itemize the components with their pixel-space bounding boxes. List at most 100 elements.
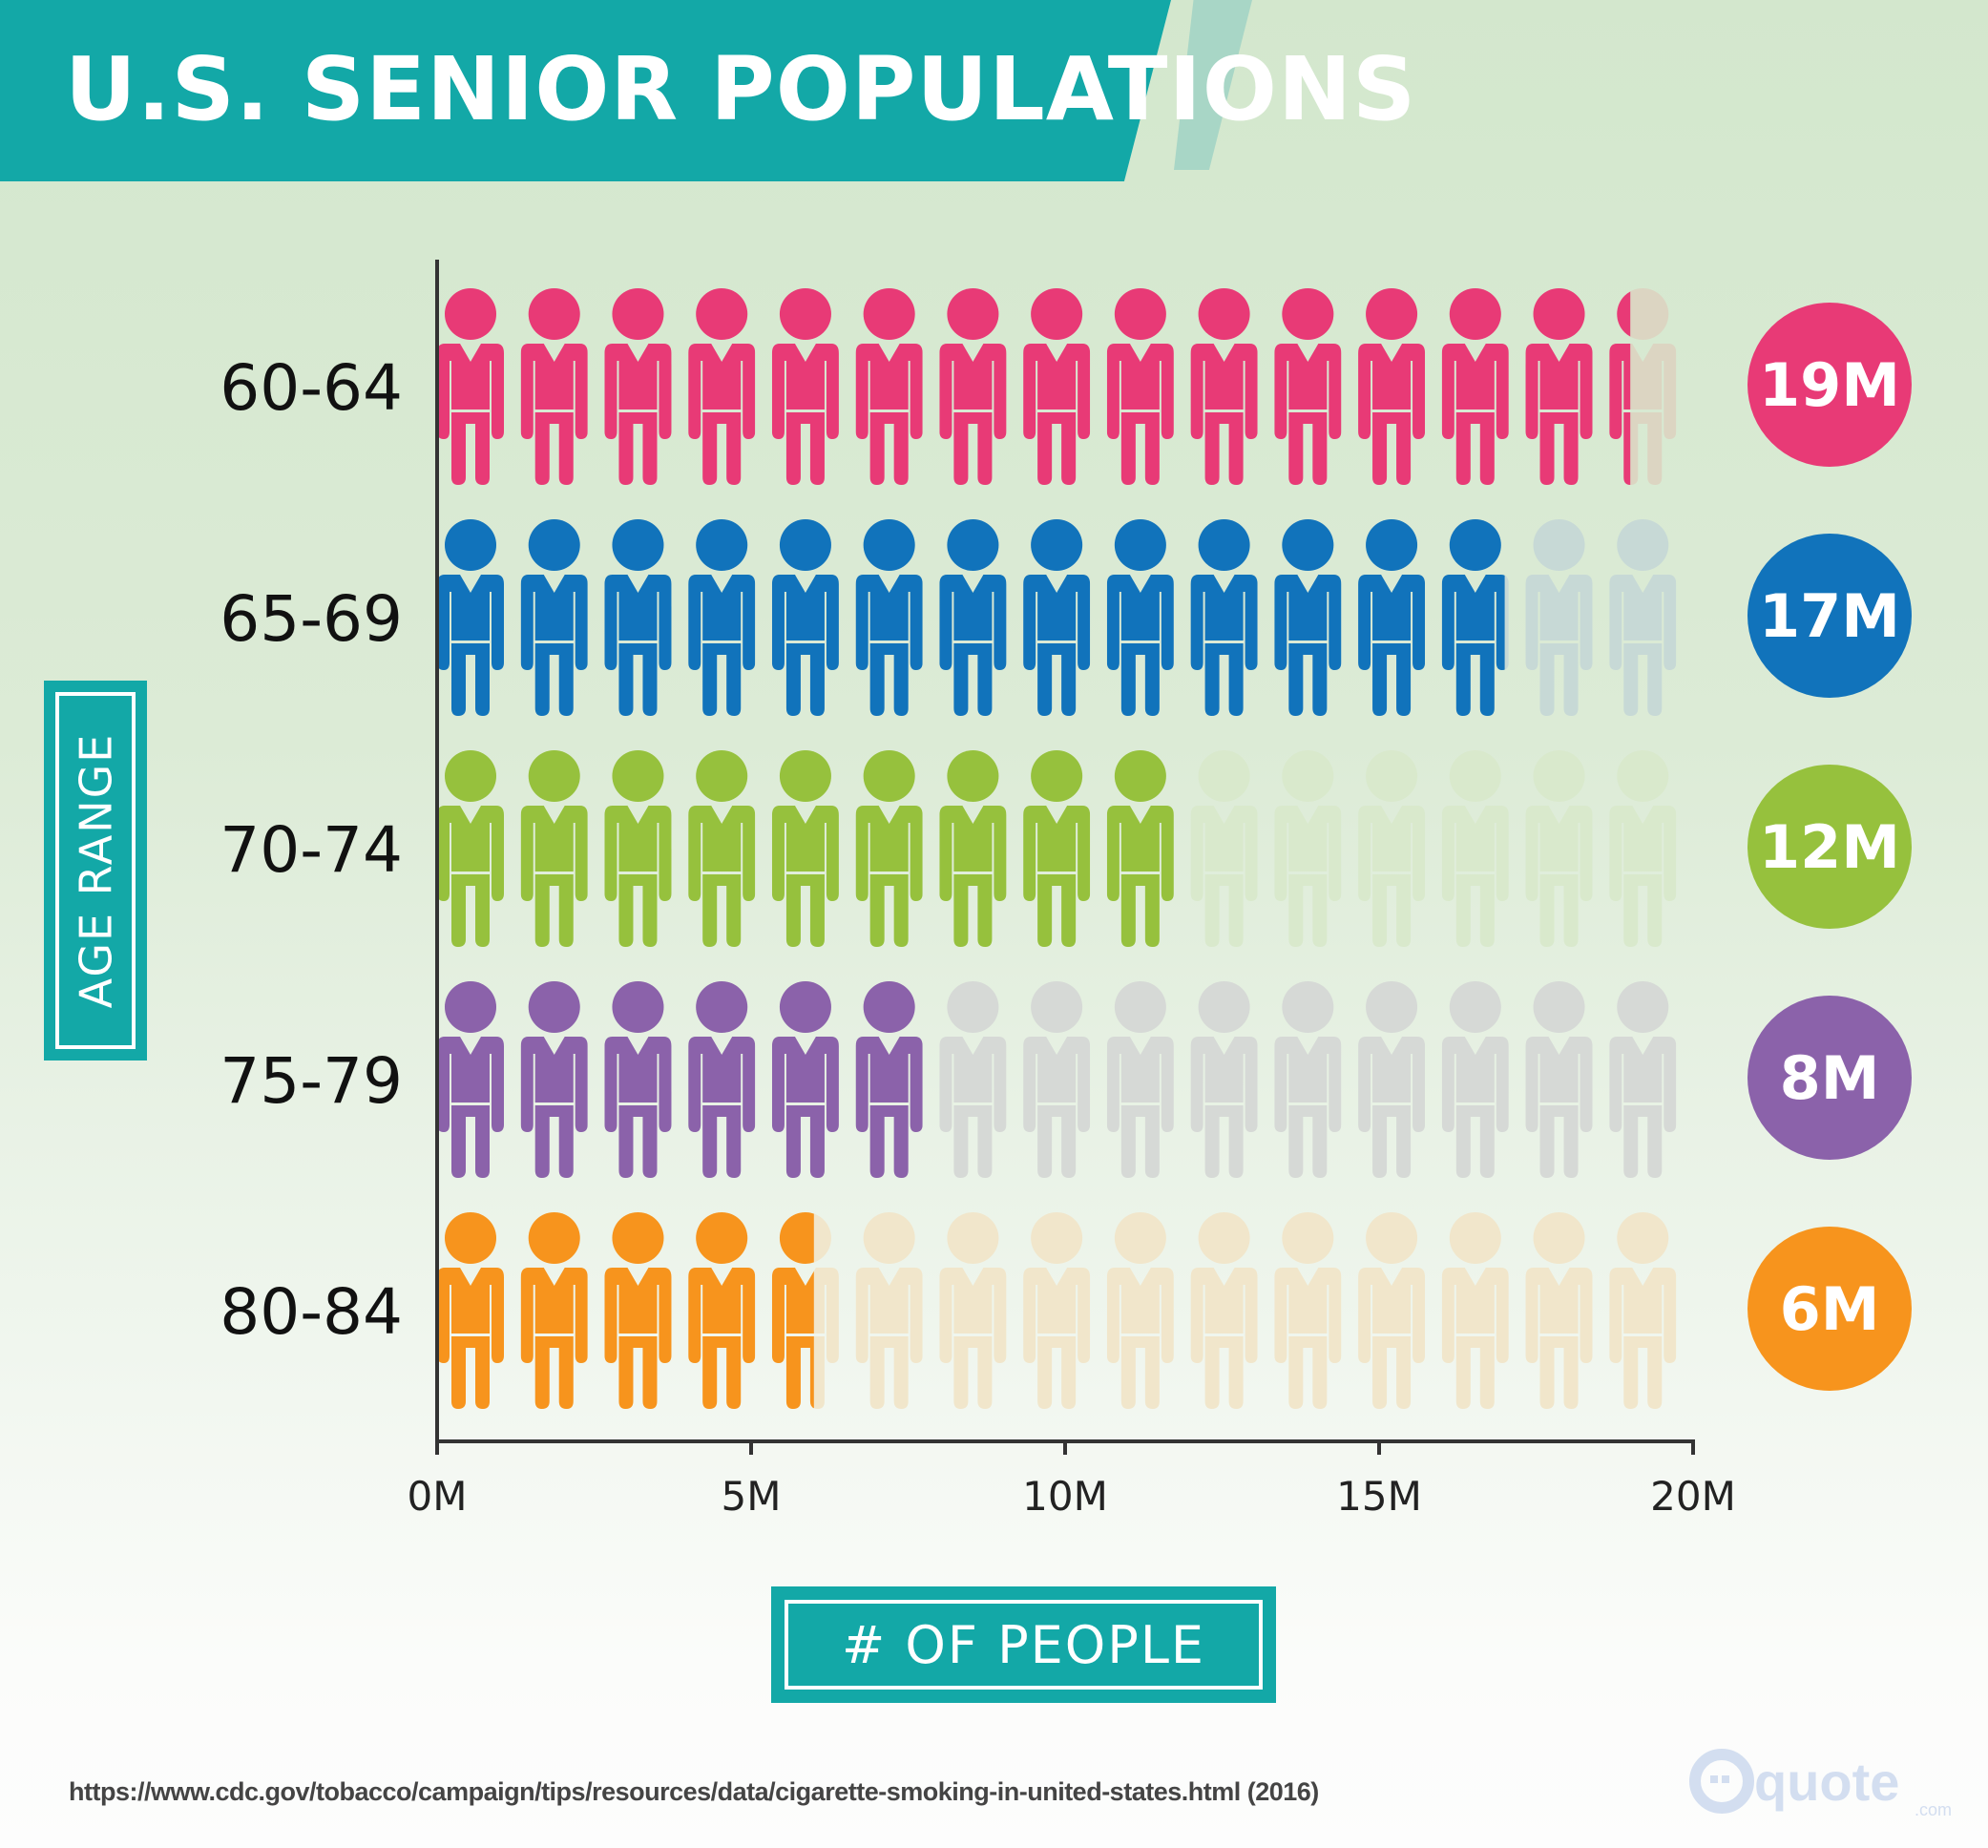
person-icon <box>437 519 504 716</box>
person-icon <box>1190 519 1258 716</box>
person-icon-faded <box>1525 750 1593 947</box>
person-icon <box>604 750 672 947</box>
person-icon-faded <box>1609 1212 1677 1409</box>
person-icon <box>688 750 756 947</box>
person-icon-faded <box>1525 1212 1593 1409</box>
person-icon <box>1023 750 1091 947</box>
person-icon-faded <box>1190 750 1258 947</box>
person-icon-faded <box>1441 750 1509 947</box>
source-citation: https://www.cdc.gov/tobacco/campaign/tip… <box>69 1777 1319 1806</box>
value-badge <box>1747 1227 1912 1391</box>
person-icon <box>1358 288 1426 485</box>
row-60-64: 60-64 19M <box>220 288 1912 485</box>
person-icon-faded <box>1358 981 1426 1178</box>
person-icon-faded <box>1609 981 1677 1178</box>
person-icon-faded <box>1525 519 1593 716</box>
person-icon <box>520 1212 588 1409</box>
chart-title: U.S. SENIOR POPULATIONS <box>65 38 1417 140</box>
value-label: 17M <box>1759 581 1900 651</box>
y-axis-label-box: AGE RANGE <box>44 681 147 1060</box>
person-icon-faded <box>1106 981 1174 1178</box>
person-icon <box>1358 519 1426 716</box>
person-icon <box>688 519 756 716</box>
person-icon <box>855 519 923 716</box>
person-icon-faded <box>939 981 1007 1178</box>
person-icon-faded <box>939 1212 1007 1409</box>
title-banner <box>0 0 1171 181</box>
x-tick-label: 10M <box>1022 1473 1108 1520</box>
person-icon <box>939 288 1007 485</box>
person-icon <box>437 750 504 947</box>
value-badge <box>1747 765 1912 929</box>
person-icon <box>771 519 839 716</box>
person-icon <box>855 288 923 485</box>
person-icon <box>771 288 839 485</box>
x-tick-label: 0M <box>408 1473 468 1520</box>
person-icon-faded <box>1190 981 1258 1178</box>
person-icon-faded <box>1274 1212 1342 1409</box>
person-icon-faded <box>1106 1212 1174 1409</box>
person-icon <box>520 288 588 485</box>
age-label: 65-69 <box>220 582 403 656</box>
person-icon <box>688 288 756 485</box>
person-icon <box>688 981 756 1178</box>
value-label: 12M <box>1759 812 1900 882</box>
person-icon <box>939 519 1007 716</box>
person-icon-faded <box>1525 981 1593 1178</box>
person-icon <box>1274 288 1342 485</box>
person-icon-faded <box>1274 750 1342 947</box>
person-icon <box>1106 519 1174 716</box>
age-label: 70-74 <box>220 813 403 887</box>
svg-text:.com: .com <box>1915 1800 1952 1819</box>
person-icon <box>1190 288 1258 485</box>
person-icon-faded <box>1441 1212 1509 1409</box>
value-label: 8M <box>1780 1043 1880 1113</box>
row-80-84: 80-84 6M <box>220 1212 1912 1409</box>
person-icon-faded <box>1023 981 1091 1178</box>
value-badge <box>1747 996 1912 1160</box>
person-icon-faded <box>1358 1212 1426 1409</box>
person-icon-faded <box>1023 1212 1091 1409</box>
person-icon <box>855 750 923 947</box>
person-icon <box>1274 519 1342 716</box>
person-icon <box>1023 288 1091 485</box>
x-tick-label: 20M <box>1650 1473 1736 1520</box>
value-label: 19M <box>1759 350 1900 420</box>
value-badge <box>1747 303 1912 467</box>
quote-logo: quote .com <box>1689 1749 1952 1819</box>
person-icon <box>520 519 588 716</box>
person-icon <box>1023 519 1091 716</box>
row-70-74: 70-74 12M <box>220 750 1912 947</box>
person-icon <box>604 1212 672 1409</box>
x-tick-label: 5M <box>722 1473 782 1520</box>
person-icon <box>1106 288 1174 485</box>
x-axis-label: # OF PEOPLE <box>841 1614 1206 1675</box>
person-icon <box>1441 519 1505 716</box>
person-icon <box>688 1212 756 1409</box>
person-icon <box>939 750 1007 947</box>
value-label: 6M <box>1780 1274 1880 1344</box>
row-75-79: 75-79 8M <box>220 981 1912 1178</box>
person-icon <box>437 981 504 1178</box>
person-icon <box>771 981 839 1178</box>
person-icon-faded <box>1274 981 1342 1178</box>
person-icon <box>437 288 504 485</box>
person-icon <box>520 981 588 1178</box>
age-label: 75-79 <box>220 1044 403 1118</box>
person-icon <box>855 981 923 1178</box>
age-label: 60-64 <box>220 351 403 425</box>
person-icon <box>771 750 839 947</box>
person-icon-faded <box>1358 750 1426 947</box>
person-icon <box>437 1212 504 1409</box>
person-icon <box>520 750 588 947</box>
x-tick-label: 15M <box>1336 1473 1422 1520</box>
x-axis-label-box: # OF PEOPLE <box>771 1586 1276 1703</box>
age-label: 80-84 <box>220 1275 403 1349</box>
person-icon <box>604 288 672 485</box>
svg-text:quote: quote <box>1754 1752 1899 1812</box>
y-axis-label: AGE RANGE <box>70 732 121 1009</box>
person-icon-faded <box>1609 750 1677 947</box>
person-icon-faded <box>1609 519 1677 716</box>
value-badge <box>1747 534 1912 698</box>
